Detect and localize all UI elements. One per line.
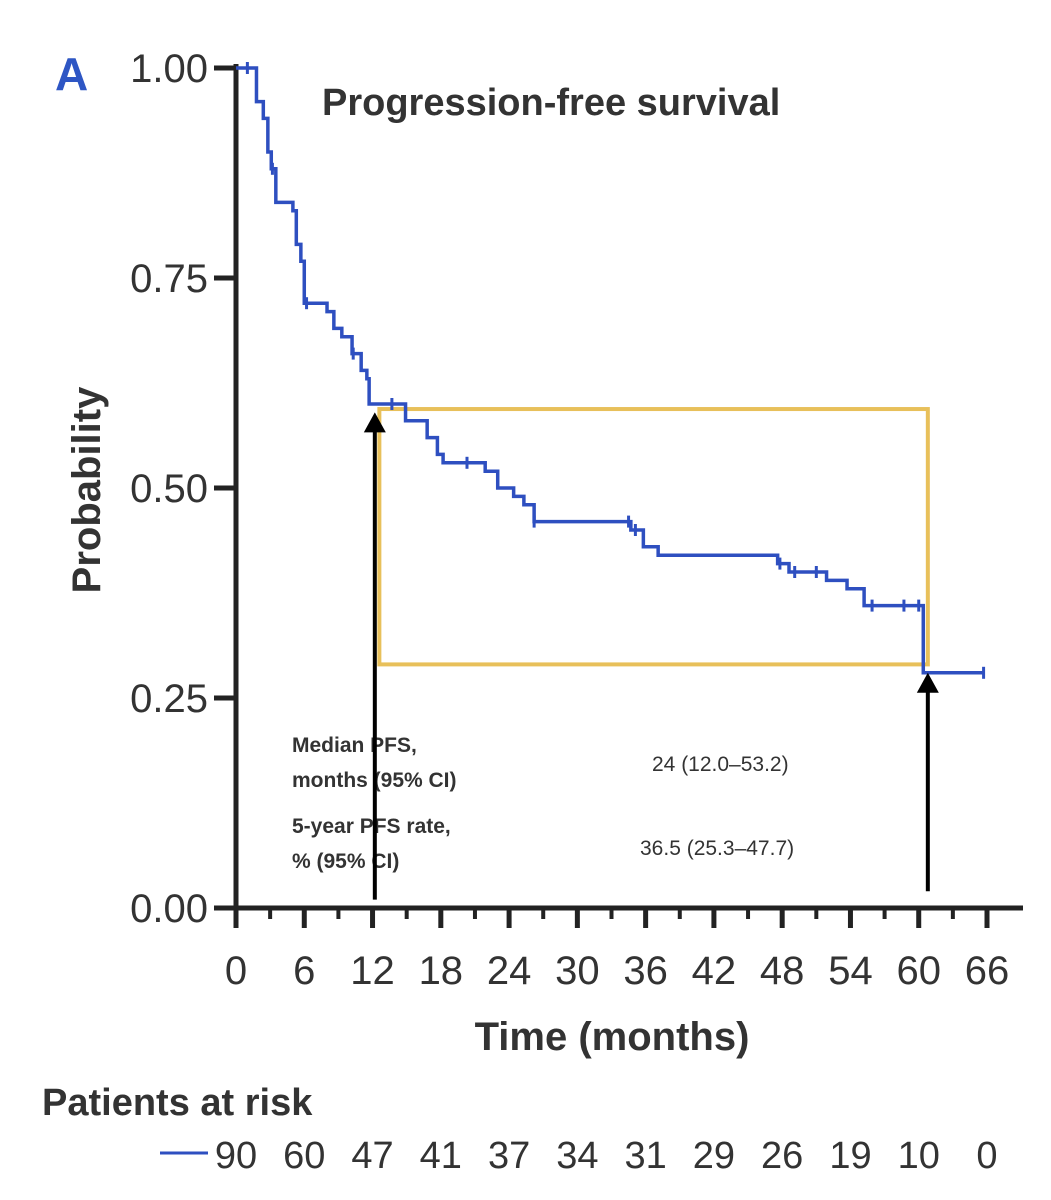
panel-label: A <box>55 48 88 100</box>
x-tick-label: 54 <box>828 949 873 993</box>
y-axis-title: Probability <box>65 386 109 593</box>
y-tick-label: 0.25 <box>130 677 208 721</box>
annotation-5yr-label-line1: 5-year PFS rate, <box>292 815 451 838</box>
risk-count: 47 <box>351 1135 393 1177</box>
annotation-median-value: 24 (12.0–53.2) <box>652 753 789 776</box>
y-tick-label: 0.00 <box>130 887 208 931</box>
x-tick-label: 12 <box>350 949 395 993</box>
risk-count: 19 <box>829 1135 871 1177</box>
survival-curve <box>236 66 984 675</box>
annotation-5yr-value: 36.5 (25.3–47.7) <box>640 837 794 860</box>
x-tick-label: 0 <box>225 949 247 993</box>
x-tick-label: 36 <box>623 949 668 993</box>
y-tick-label: 1.00 <box>130 47 208 91</box>
annotation-median-label-line1: Median PFS, <box>292 734 417 757</box>
y-tick-label: 0.75 <box>130 257 208 301</box>
risk-count: 60 <box>283 1135 325 1177</box>
x-tick-label: 60 <box>896 949 941 993</box>
risk-table-title: Patients at risk <box>42 1082 313 1124</box>
risk-count: 90 <box>215 1135 257 1177</box>
x-axis-title: Time (months) <box>475 1015 750 1059</box>
risk-count: 31 <box>624 1135 666 1177</box>
x-tick-label: 48 <box>760 949 805 993</box>
x-tick-label: 42 <box>692 949 737 993</box>
chart-title: Progression-free survival <box>322 82 780 124</box>
risk-count: 29 <box>693 1135 735 1177</box>
x-tick-label: 66 <box>965 949 1010 993</box>
risk-count: 41 <box>420 1135 462 1177</box>
risk-count: 26 <box>761 1135 803 1177</box>
risk-count: 10 <box>898 1135 940 1177</box>
x-tick-label: 24 <box>487 949 532 993</box>
x-tick-label: 30 <box>555 949 600 993</box>
x-tick-label: 6 <box>293 949 315 993</box>
x-tick-label: 18 <box>419 949 464 993</box>
annotation-5yr-label-line2: % (95% CI) <box>292 850 399 873</box>
arrow-head <box>916 672 939 693</box>
risk-count: 0 <box>976 1135 997 1177</box>
y-tick-label: 0.50 <box>130 467 208 511</box>
arrow-head <box>363 412 386 433</box>
risk-count: 37 <box>488 1135 530 1177</box>
highlight-box <box>377 407 930 667</box>
risk-count: 34 <box>556 1135 598 1177</box>
